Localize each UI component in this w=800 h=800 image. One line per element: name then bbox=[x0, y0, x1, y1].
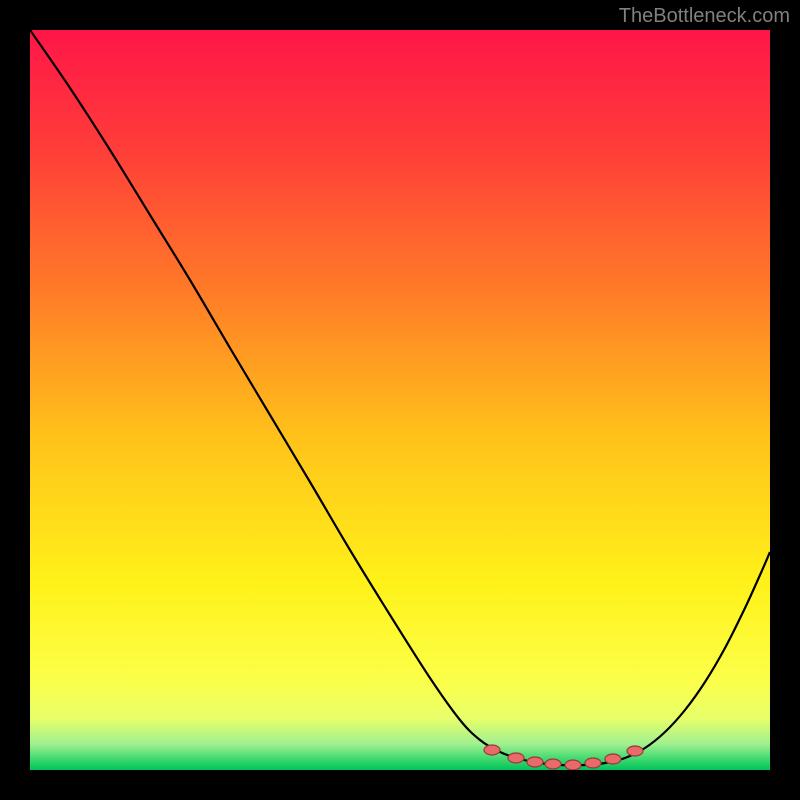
curve-marker bbox=[627, 746, 643, 756]
bottleneck-curve bbox=[30, 30, 770, 765]
curve-marker bbox=[527, 757, 543, 767]
plot-area bbox=[30, 30, 770, 770]
curve-marker bbox=[585, 758, 601, 768]
curve-marker bbox=[565, 760, 581, 770]
watermark-text: TheBottleneck.com bbox=[619, 5, 790, 28]
curve-marker bbox=[484, 745, 500, 755]
curve-marker bbox=[545, 759, 561, 769]
curve-layer bbox=[30, 30, 770, 770]
curve-marker bbox=[508, 753, 524, 763]
curve-markers bbox=[484, 745, 643, 770]
curve-marker bbox=[605, 754, 621, 764]
